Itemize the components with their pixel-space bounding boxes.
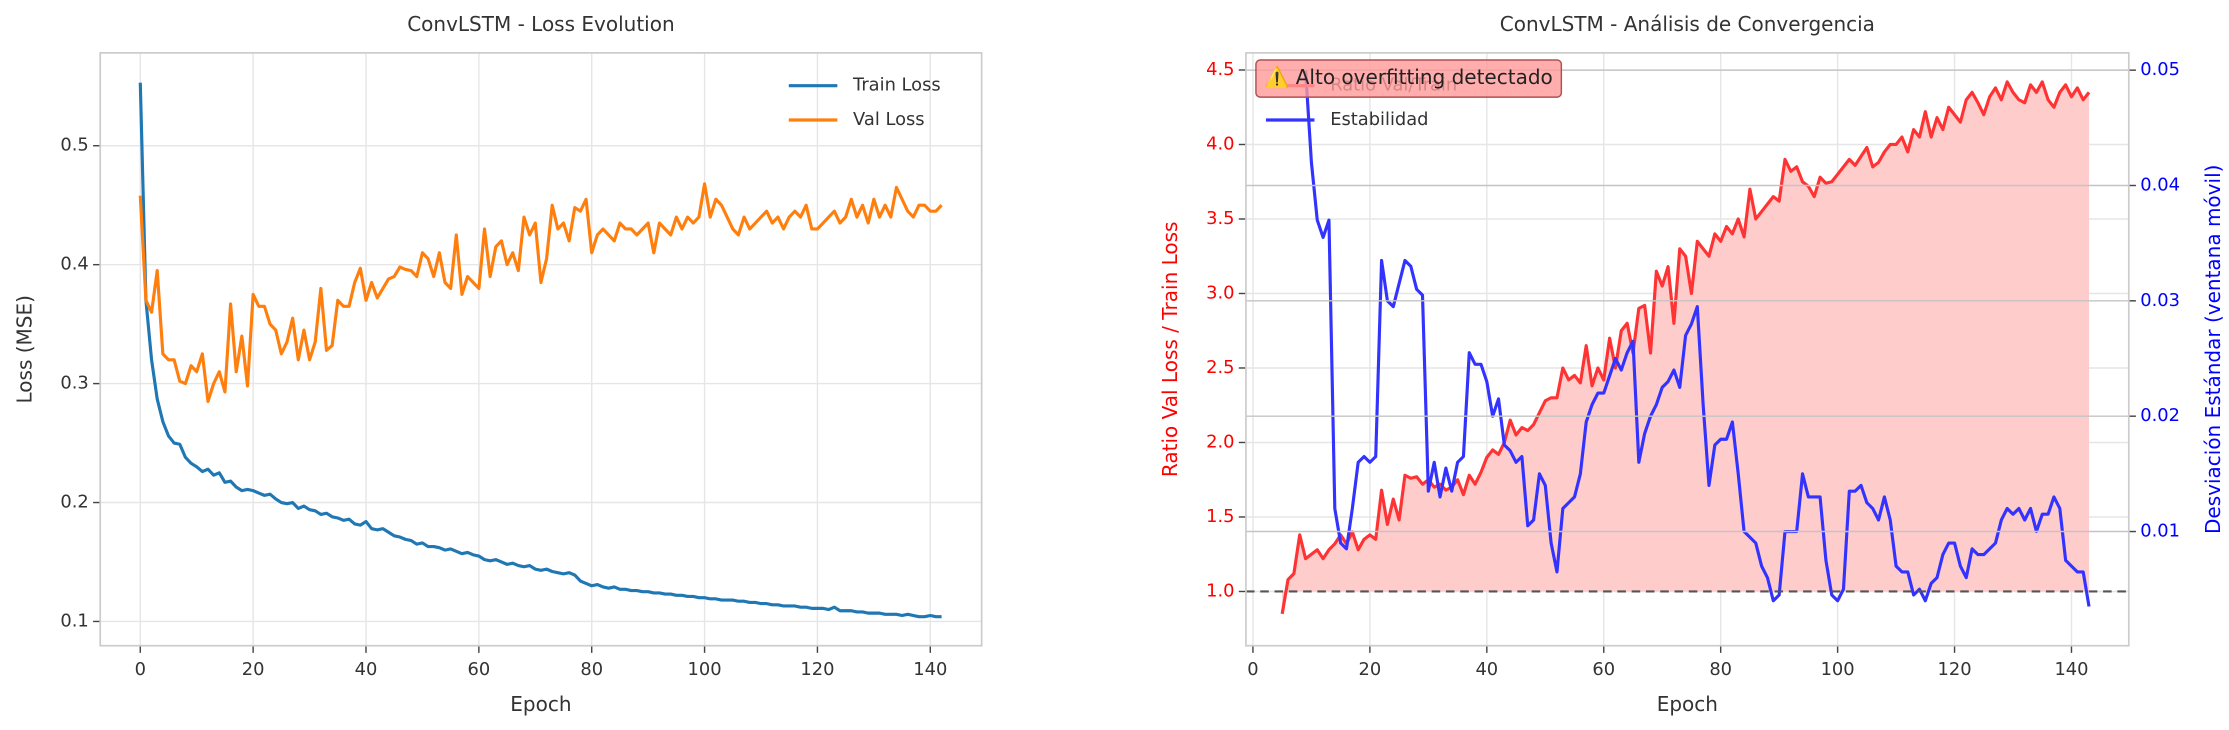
y-axis-label: Ratio Val Loss / Train Loss <box>1158 222 1182 478</box>
y-tick-label: 4.0 <box>1206 133 1234 154</box>
x-axis-label: Epoch <box>1657 692 1718 716</box>
annotation-box <box>1255 59 1563 98</box>
x-tick-label: 60 <box>1592 659 1615 680</box>
x-tick-label: 0 <box>135 659 146 680</box>
legend-label: Val Loss <box>853 109 925 130</box>
y2-tick-label: 0.01 <box>2140 521 2180 542</box>
chart-title: ConvLSTM - Análisis de Convergencia <box>1500 12 1875 36</box>
x-tick-label: 20 <box>1359 659 1382 680</box>
y-tick-label: 2.0 <box>1206 431 1234 452</box>
y-tick-label: 3.0 <box>1206 282 1234 303</box>
chart-title: ConvLSTM - Loss Evolution <box>407 12 674 36</box>
plot-area <box>100 52 982 646</box>
legend-label: Train Loss <box>852 75 941 96</box>
y-axis-label: Loss (MSE) <box>12 295 36 403</box>
x-tick-label: 40 <box>355 659 378 680</box>
x-axis-label: Epoch <box>510 692 571 716</box>
axes-frame <box>1245 52 2130 647</box>
x-tick-label: 140 <box>913 659 947 680</box>
y-tick-label: 0.4 <box>60 254 88 275</box>
series-line <box>1304 70 2091 607</box>
x-tick-label: 100 <box>688 659 722 680</box>
x-tick-label: 80 <box>1709 659 1732 680</box>
y-tick-label: 1.5 <box>1206 506 1234 527</box>
series-line <box>1280 80 2091 615</box>
y2-tick-label: 0.04 <box>2140 175 2180 196</box>
legend-label: Estabilidad <box>1330 109 1428 130</box>
y2-tick-label: 0.05 <box>2140 59 2180 80</box>
series-line <box>138 182 943 404</box>
x-tick-label: 80 <box>580 659 603 680</box>
x-tick-label: 40 <box>1475 659 1498 680</box>
x-tick-label: 120 <box>1938 659 1972 680</box>
x-tick-label: 100 <box>1821 659 1855 680</box>
plot-group <box>138 82 943 619</box>
series-line <box>138 82 942 619</box>
x-tick-label: 0 <box>1247 659 1258 680</box>
y-tick-label: 0.5 <box>60 135 88 156</box>
plot-group <box>1280 70 2091 615</box>
y-tick-label: 2.5 <box>1206 357 1234 378</box>
y-tick-label: 1.0 <box>1206 580 1234 601</box>
annotation: ⚠️ Alto overfitting detectado <box>1265 65 1553 89</box>
y-tick-label: 4.5 <box>1206 59 1234 80</box>
y2-tick-label: 0.03 <box>2140 290 2180 311</box>
y-tick-label: 0.2 <box>60 492 88 513</box>
y-tick-label: 0.1 <box>60 610 88 631</box>
x-tick-label: 140 <box>2054 659 2088 680</box>
x-tick-label: 120 <box>800 659 834 680</box>
y-tick-label: 0.3 <box>60 373 88 394</box>
axes-frame <box>99 52 983 647</box>
y-tick-label: 3.5 <box>1206 208 1234 229</box>
y2-tick-label: 0.02 <box>2140 405 2180 426</box>
x-tick-label: 20 <box>242 659 265 680</box>
y2-axis-label: Desviación Estándar (ventana móvil) <box>2201 165 2225 534</box>
x-tick-label: 60 <box>467 659 490 680</box>
